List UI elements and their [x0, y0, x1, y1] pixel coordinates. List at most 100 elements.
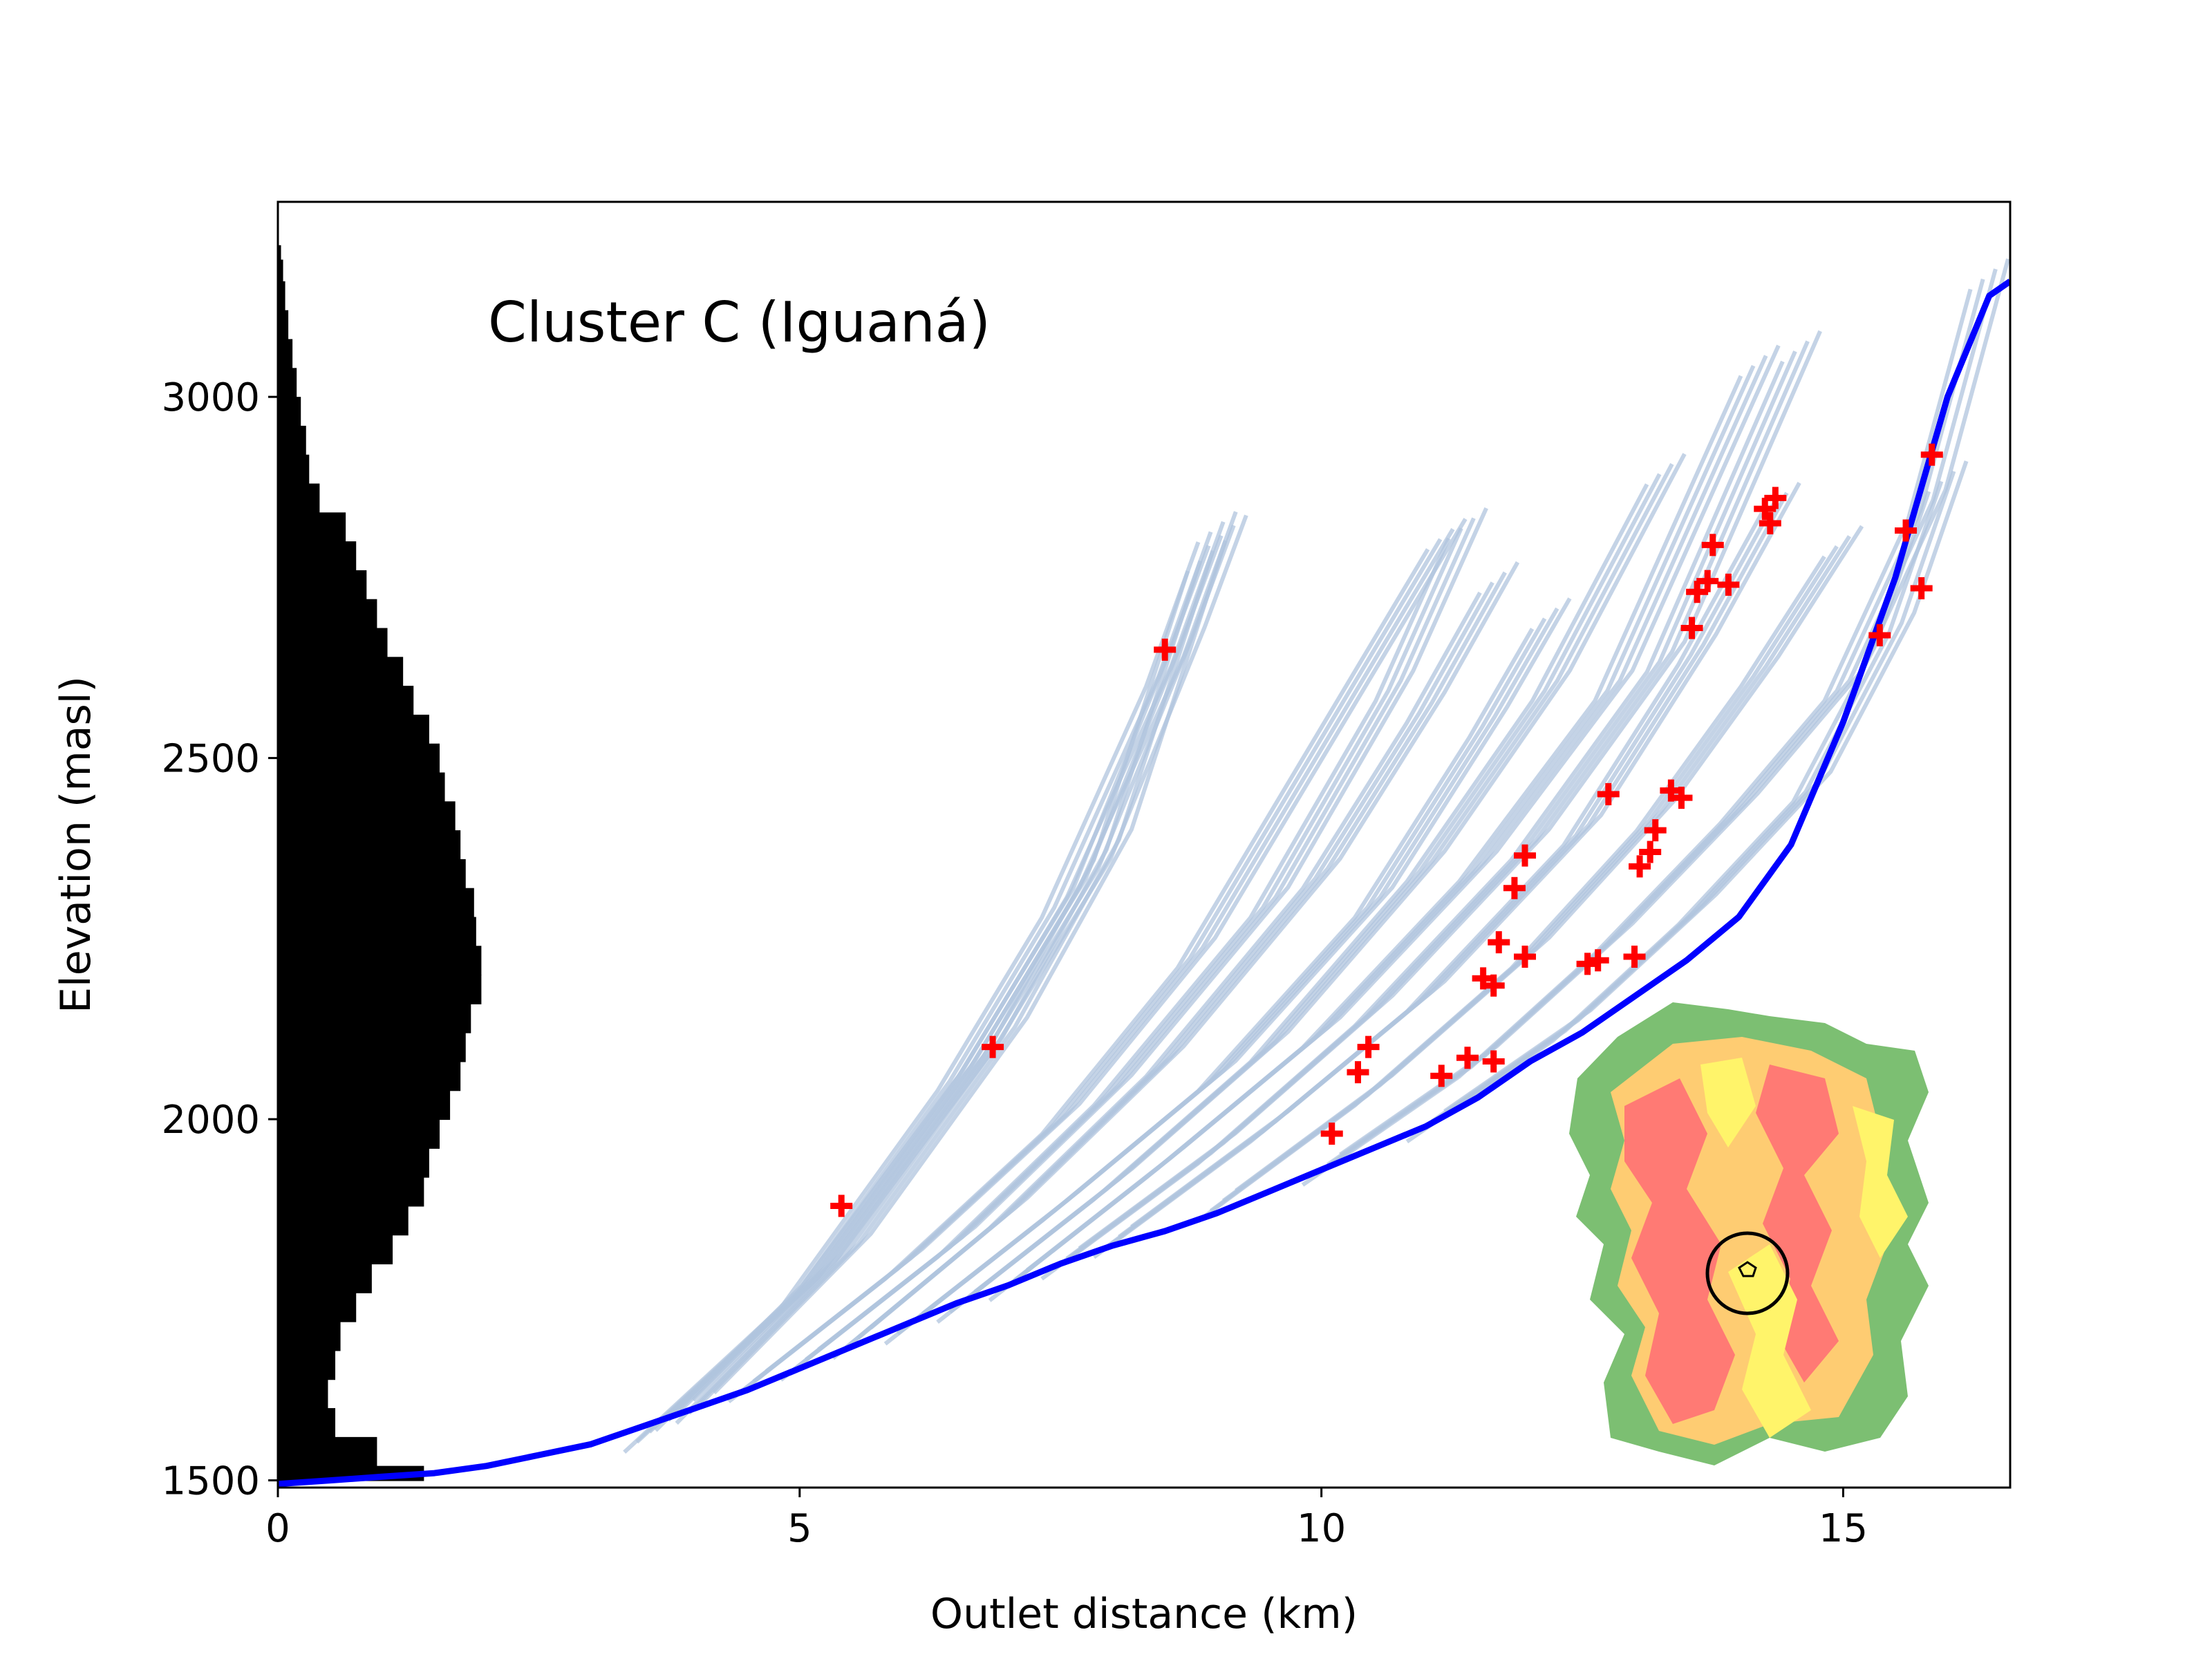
x-tick-label: 5 [787, 1506, 812, 1551]
hypsometry-bar [278, 1032, 466, 1062]
hypsometry-bar [278, 1436, 377, 1467]
hypsometry-bar [278, 570, 367, 600]
hypsometry-bar [278, 657, 404, 687]
red-cross-marker [1895, 519, 1918, 542]
hypsometry-bar [278, 1003, 471, 1033]
hypsometry-bar [278, 859, 466, 889]
hypsometry-bar [278, 830, 461, 860]
tributary-profiles [623, 258, 2010, 1454]
inset-map-yellow-zone-2 [1853, 1106, 1908, 1258]
inset-map-red-zone-2 [1756, 1065, 1839, 1382]
red-cross-marker [1696, 570, 1719, 592]
hypsometry-bar [278, 686, 414, 715]
red-cross-marker [1482, 974, 1505, 997]
hypsometry-bar [278, 743, 440, 774]
hypsometry-bar [278, 1090, 451, 1121]
tributary-profile-line [817, 507, 1488, 1351]
red-cross-marker [1680, 617, 1703, 639]
chart-title: Cluster C (Iguaná) [488, 290, 991, 355]
main-channel-profile [278, 279, 2010, 1488]
hypsometry-bar [278, 454, 310, 485]
red-cross-marker [1920, 443, 1943, 466]
x-axis-label: Outlet distance (km) [930, 1590, 1358, 1638]
hypsometry-bar [278, 1177, 424, 1207]
x-axis: 0 5 10 15 [265, 1488, 1868, 1551]
tributary-profile-line [1235, 525, 1864, 1192]
red-cross-marker [1670, 787, 1693, 809]
red-cross-marker [1717, 573, 1740, 596]
red-cross-marker [1759, 512, 1781, 534]
hypsometry-bar [278, 1408, 336, 1438]
y-axis-label: Elevation (masl) [52, 676, 100, 1013]
hypsometry-bar [278, 512, 346, 543]
x-tick-label: 0 [265, 1506, 290, 1551]
hypsometry-bar [278, 1350, 336, 1380]
red-cross-marker [1629, 855, 1651, 878]
inset-map-selected-basin [1738, 1261, 1757, 1277]
hypsometry-bar [278, 801, 456, 832]
tributary-profile-line [973, 453, 1687, 1294]
inset-map-red-zone-1 [1624, 1078, 1735, 1424]
red-cross-marker [1639, 841, 1662, 863]
red-cross-marker [1868, 624, 1891, 646]
red-cross-marker [1586, 949, 1609, 972]
hypsometry-bar [278, 541, 357, 571]
hypsometry-bar [278, 310, 289, 340]
hypsometry-bar [278, 339, 293, 369]
hypsometry-bar [278, 628, 388, 658]
red-cross-markers [830, 443, 1943, 1217]
plot-area [278, 245, 2010, 1488]
red-cross-marker [1514, 945, 1537, 968]
y-tick-label: 2000 [161, 1098, 260, 1143]
y-tick-label: 3000 [161, 375, 260, 420]
red-cross-marker [1597, 782, 1620, 805]
hypsometry-bar [278, 397, 301, 427]
tributary-profile-line [869, 561, 1520, 1330]
inset-location-map [1569, 1002, 1929, 1465]
hypsometry-bar [278, 245, 281, 261]
y-tick-label: 1500 [161, 1459, 260, 1504]
hypsometry-histogram [278, 245, 482, 1481]
red-cross-marker [1482, 1050, 1505, 1073]
hypsometry-bar [278, 1379, 328, 1409]
red-cross-marker [1644, 819, 1667, 842]
hypsometry-bar [278, 368, 297, 398]
main-channel-profile-group [278, 279, 2010, 1488]
hypsometry-bar [278, 946, 482, 976]
hypsometry-bar [278, 1206, 409, 1236]
red-cross-marker [1430, 1065, 1453, 1087]
hypsometry-bar [278, 599, 377, 629]
red-cross-marker [982, 1035, 1004, 1058]
hypsometry-bar [278, 975, 482, 1004]
hypsometry-bar [278, 281, 285, 311]
hypsometry-bar [278, 425, 306, 456]
x-tick-label: 15 [1819, 1506, 1868, 1551]
inset-map-yellow-zone-1 [1728, 1244, 1811, 1438]
red-cross-marker [1456, 1047, 1479, 1069]
tributary-profile-line [921, 597, 1572, 1315]
red-cross-marker [1701, 534, 1724, 556]
tributary-profile-line [765, 518, 1468, 1374]
hypsometry-bar [278, 1235, 393, 1265]
red-cross-marker [1154, 638, 1177, 661]
hypsometry-bar [278, 714, 429, 744]
hypsometry-bar [278, 917, 476, 947]
tributary-profile-line [712, 540, 1228, 1395]
hypsometry-bar [278, 1264, 372, 1293]
hypsometry-bar [278, 1292, 357, 1322]
red-cross-marker [1503, 877, 1526, 899]
hypsometry-bar [278, 1147, 429, 1178]
red-cross-marker [1910, 577, 1933, 600]
red-cross-marker [1357, 1035, 1380, 1058]
hypsometry-bar [278, 1061, 461, 1091]
tributary-profile-line [1026, 344, 1781, 1272]
red-cross-marker [1320, 1122, 1343, 1145]
red-cross-marker [1623, 945, 1646, 968]
hypsometry-bar [278, 888, 474, 918]
red-cross-marker [1488, 931, 1510, 954]
inset-map-location-circle [1705, 1231, 1790, 1315]
red-cross-marker [830, 1194, 853, 1217]
red-cross-marker [1347, 1061, 1369, 1084]
hypsometry-bar [278, 259, 283, 282]
